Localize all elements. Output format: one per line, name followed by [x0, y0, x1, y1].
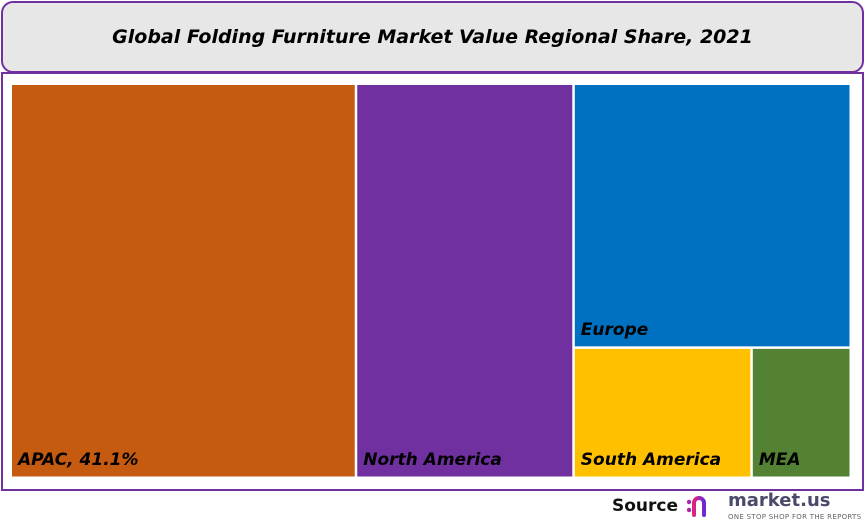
brand-tagline: ONE STOP SHOP FOR THE REPORTS [728, 512, 862, 521]
tile-apac [12, 85, 355, 477]
chart-title-box: Global Folding Furniture Market Value Re… [1, 1, 864, 73]
tile-label-north-america: North America [363, 450, 502, 470]
source-attribution: Source market.us ONE STOP SHOP FOR THE R… [612, 490, 862, 521]
source-label: Source [612, 495, 679, 516]
tile-label-apac: APAC, 41.1% [16, 450, 139, 470]
tile-south-america [574, 348, 751, 477]
brand: market.us ONE STOP SHOP FOR THE REPORTS [728, 490, 862, 521]
tile-label-mea: MEA [759, 450, 801, 470]
tile-north-america [357, 85, 573, 477]
tile-label-europe: Europe [581, 320, 648, 340]
brand-name: market.us [728, 490, 831, 511]
tile-europe [574, 85, 850, 347]
chart-title: Global Folding Furniture Market Value Re… [112, 26, 753, 48]
tile-mea [752, 348, 850, 477]
tile-label-south-america: South America [581, 450, 721, 470]
market-us-logo-icon [686, 494, 719, 517]
